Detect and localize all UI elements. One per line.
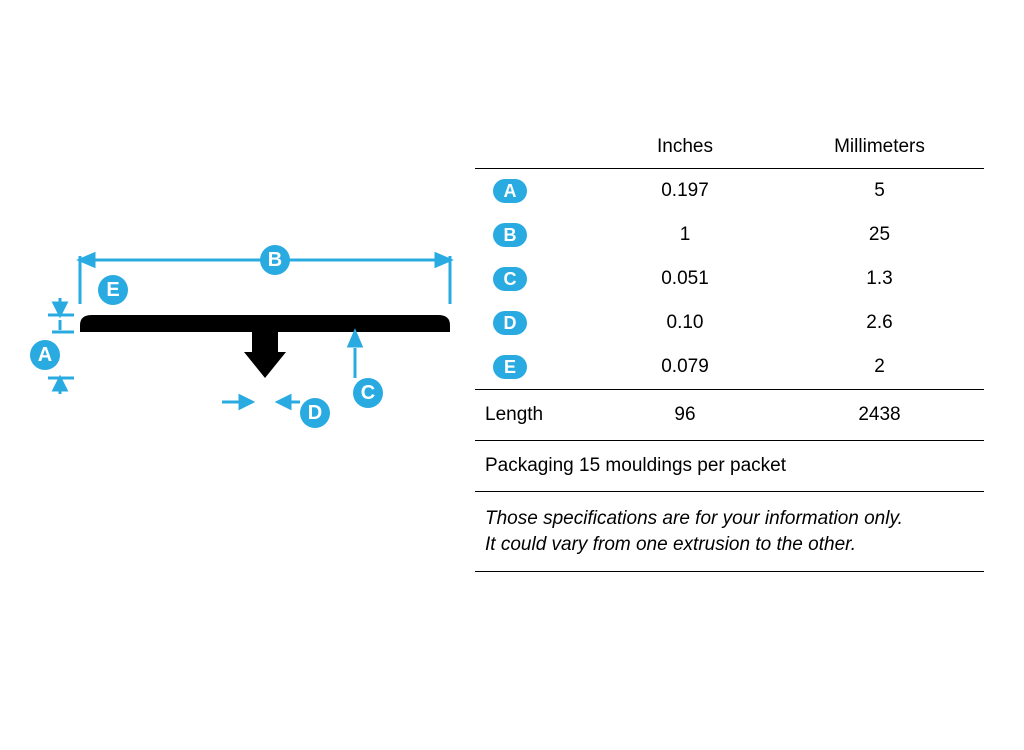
row-badge-C: C: [493, 267, 527, 291]
row-badge-E: E: [493, 355, 527, 379]
diagram-area: A B C D E: [0, 0, 475, 745]
cell-inches: 0.079: [595, 356, 775, 378]
diagram-badge-D: D: [300, 398, 330, 428]
dim-D: [222, 396, 300, 408]
cell-mm: 5: [775, 180, 984, 202]
profile-diagram-svg: [0, 0, 475, 745]
cell-mm: 25: [775, 224, 984, 246]
table-row: D 0.10 2.6: [475, 301, 984, 345]
table-row: B 1 25: [475, 213, 984, 257]
cell-inches: 0.051: [595, 268, 775, 290]
cell-mm: 2: [775, 356, 984, 378]
disclaimer-line2: It could vary from one extrusion to the …: [485, 532, 984, 558]
diagram-badge-E: E: [98, 275, 128, 305]
diagram-badge-C: C: [353, 378, 383, 408]
cell-mm: 1.3: [775, 268, 984, 290]
cell-mm: 2.6: [775, 312, 984, 334]
cell-inches: 0.197: [595, 180, 775, 202]
length-label: Length: [475, 404, 595, 426]
cell-inches: 1: [595, 224, 775, 246]
disclaimer-line1: Those specifications are for your inform…: [485, 506, 984, 532]
page-container: A B C D E Inches Millimeters A 0.197 5 B…: [0, 0, 1024, 745]
diagram-badge-B: B: [260, 245, 290, 275]
profile-shape: [80, 315, 450, 378]
length-mm: 2438: [775, 404, 984, 426]
table-row: C 0.051 1.3: [475, 257, 984, 301]
header-mm: Millimeters: [775, 136, 984, 158]
table-row: E 0.079 2: [475, 345, 984, 389]
packaging-text: Packaging 15 mouldings per packet: [475, 441, 984, 491]
cell-inches: 0.10: [595, 312, 775, 334]
spec-table: Inches Millimeters A 0.197 5 B 1 25 C 0.…: [475, 130, 984, 572]
row-badge-B: B: [493, 223, 527, 247]
rule: [475, 571, 984, 572]
spec-table-area: Inches Millimeters A 0.197 5 B 1 25 C 0.…: [475, 0, 1024, 745]
dim-C: [349, 332, 361, 378]
disclaimer: Those specifications are for your inform…: [475, 492, 984, 571]
diagram-badge-A: A: [30, 340, 60, 370]
row-badge-A: A: [493, 179, 527, 203]
length-row: Length 96 2438: [475, 390, 984, 440]
row-badge-D: D: [493, 311, 527, 335]
header-inches: Inches: [595, 136, 775, 158]
table-header-row: Inches Millimeters: [475, 130, 984, 168]
length-inches: 96: [595, 404, 775, 426]
table-row: A 0.197 5: [475, 169, 984, 213]
